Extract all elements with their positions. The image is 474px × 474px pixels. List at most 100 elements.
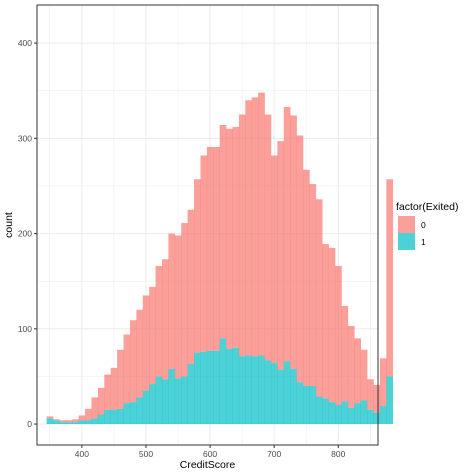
bar-exited-1	[174, 378, 182, 425]
legend-label-0: 0	[421, 220, 426, 230]
bar-exited-1	[219, 338, 227, 425]
bar-exited-0	[373, 385, 381, 413]
bar-exited-0	[296, 135, 304, 383]
panel-border	[36, 4, 379, 446]
bar-exited-0	[335, 265, 342, 405]
bar-exited-1	[335, 405, 342, 425]
bar-exited-0	[251, 97, 259, 357]
bar-exited-1	[283, 361, 291, 425]
bar-exited-1	[213, 350, 220, 425]
bar-exited-1	[181, 376, 188, 425]
bar-exited-0	[174, 235, 182, 379]
bar-exited-1	[379, 405, 387, 425]
legend: factor(Exited) 0 1	[396, 201, 458, 250]
legend-swatch-0	[398, 216, 415, 233]
bar-exited-1	[142, 390, 150, 425]
bar-exited-1	[53, 420, 60, 425]
bar-exited-0	[168, 233, 176, 369]
bar-exited-1	[161, 379, 169, 425]
bar-exited-1	[136, 397, 144, 425]
bar-exited-0	[59, 420, 67, 423]
bar-exited-0	[386, 179, 394, 377]
bar-exited-0	[264, 114, 272, 361]
bar-exited-0	[341, 305, 349, 402]
bar-exited-1	[296, 382, 304, 425]
legend-label-1: 1	[421, 237, 426, 247]
bar-exited-1	[194, 352, 201, 425]
bar-exited-0	[309, 184, 317, 386]
axis-ticks: 400 500 600 700 800 0 100 200 300 400	[18, 38, 346, 459]
bar-exited-0	[367, 379, 374, 410]
bar-exited-1	[129, 402, 137, 425]
bar-exited-0	[85, 408, 92, 421]
histogram-bars	[46, 92, 394, 425]
bar-exited-1	[168, 368, 176, 425]
y-tick-label: 400	[18, 38, 32, 48]
bar-exited-1	[354, 403, 361, 425]
bar-exited-1	[155, 376, 163, 425]
bar-exited-1	[85, 420, 92, 425]
bar-exited-1	[360, 400, 368, 425]
bar-exited-1	[59, 422, 67, 425]
bar-exited-1	[187, 364, 195, 425]
bar-exited-1	[206, 350, 214, 425]
x-tick-label: 400	[75, 449, 89, 459]
bar-exited-0	[213, 146, 220, 351]
bar-exited-0	[110, 367, 118, 410]
legend-title: factor(Exited)	[396, 201, 458, 213]
bar-exited-1	[341, 401, 349, 425]
y-tick-label: 0	[27, 419, 32, 429]
bar-exited-1	[258, 355, 265, 425]
bar-exited-1	[123, 403, 131, 425]
bar-exited-0	[65, 420, 73, 423]
bar-exited-0	[360, 349, 368, 401]
bar-exited-0	[238, 114, 246, 357]
bar-exited-0	[283, 106, 291, 362]
bar-exited-1	[373, 412, 381, 425]
bar-exited-1	[303, 385, 310, 425]
bar-exited-0	[104, 374, 112, 410]
x-tick-label: 600	[203, 449, 217, 459]
bar-exited-1	[347, 407, 355, 425]
bar-exited-1	[290, 368, 297, 425]
x-tick-label: 500	[139, 449, 153, 459]
bar-exited-1	[117, 408, 124, 425]
bar-exited-1	[322, 398, 329, 425]
bar-exited-0	[277, 141, 285, 370]
bar-exited-0	[322, 244, 329, 399]
bar-exited-0	[91, 397, 99, 419]
bar-exited-0	[315, 199, 323, 397]
bar-exited-0	[245, 100, 253, 356]
bar-exited-1	[328, 402, 336, 425]
bar-exited-1	[91, 418, 99, 425]
bar-exited-0	[354, 338, 361, 404]
bar-exited-1	[110, 409, 118, 425]
bar-exited-1	[200, 351, 208, 425]
bar-exited-0	[219, 125, 227, 339]
bar-exited-1	[270, 363, 278, 425]
bar-exited-1	[65, 422, 73, 425]
bar-exited-0	[46, 416, 54, 419]
bar-exited-0	[181, 223, 188, 377]
bar-exited-0	[123, 334, 131, 404]
bar-exited-0	[194, 179, 201, 353]
bar-exited-1	[46, 418, 54, 425]
bar-exited-0	[206, 146, 214, 351]
bar-exited-1	[277, 369, 285, 425]
bar-exited-1	[226, 348, 233, 425]
bar-exited-0	[258, 92, 265, 356]
bar-exited-1	[104, 409, 112, 425]
x-tick-label: 800	[331, 449, 345, 459]
bar-exited-0	[53, 419, 60, 421]
x-tick-label: 700	[267, 449, 281, 459]
y-tick-label: 300	[18, 133, 32, 143]
bar-exited-1	[315, 396, 323, 425]
bar-exited-0	[232, 126, 240, 348]
legend-swatch-1	[398, 233, 415, 250]
y-axis-title: count	[3, 212, 15, 238]
bar-exited-1	[367, 409, 374, 425]
bar-exited-1	[386, 376, 394, 425]
bar-exited-0	[129, 320, 137, 403]
bar-exited-1	[232, 347, 240, 425]
